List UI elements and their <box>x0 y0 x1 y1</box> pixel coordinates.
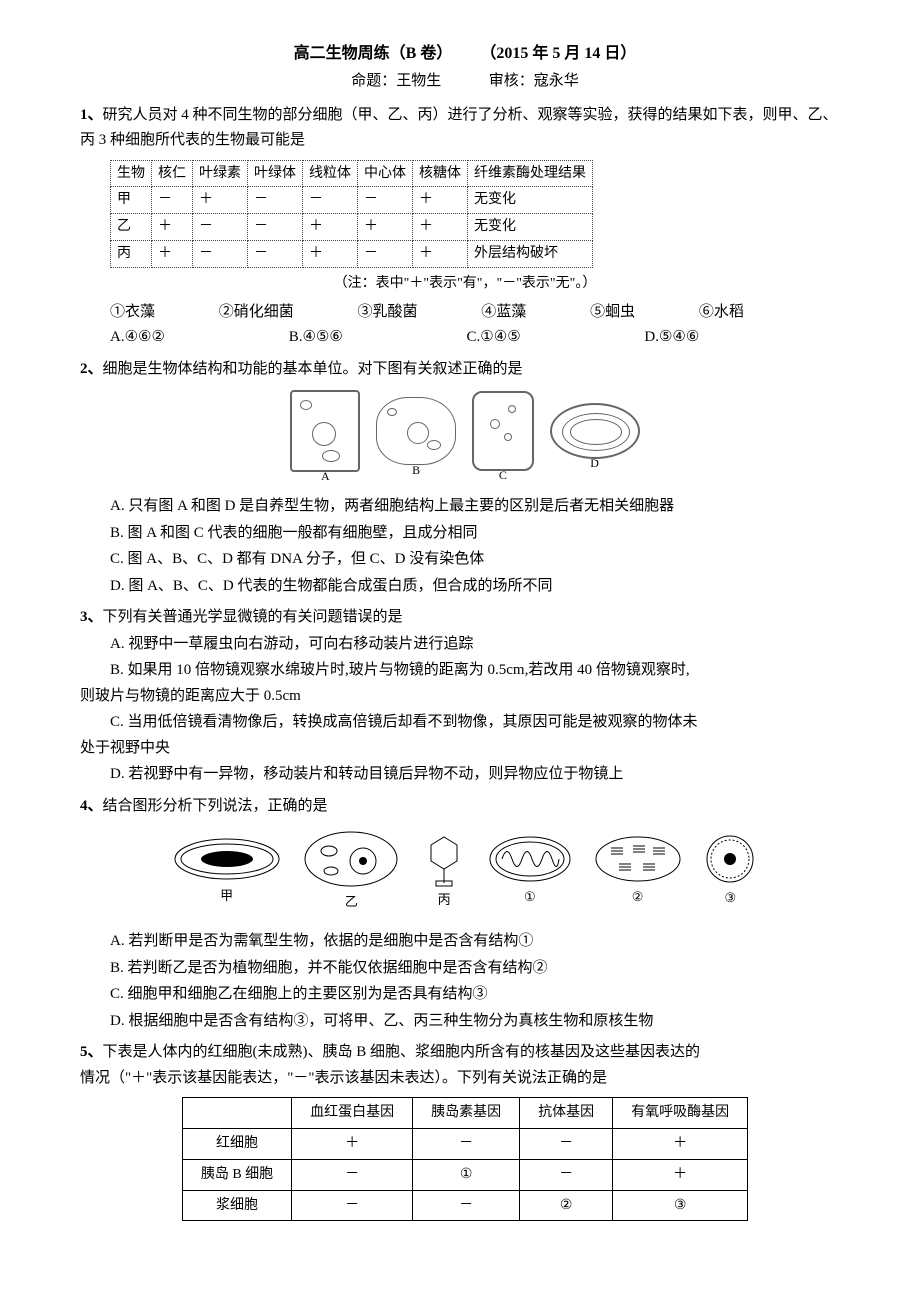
q2-choice-a: A. 只有图 A 和图 D 是自养型生物，两者细胞结构上最主要的区别是后者无相关… <box>110 494 850 520</box>
cell-figure-d: D <box>550 403 640 459</box>
q1-opt-c: C.①④⑤ <box>467 325 521 351</box>
q1: 1、研究人员对 4 种不同生物的部分细胞（甲、乙、丙）进行了分析、观察等实验，获… <box>80 103 850 154</box>
q2-choice-d: D. 图 A、B、C、D 代表的生物都能合成蛋白质，但合成的场所不同 <box>110 574 850 600</box>
q5: 5、下表是人体内的红细胞(未成熟)、胰岛 B 细胞、浆细胞内所含有的核基因及这些… <box>80 1040 850 1066</box>
q3-choice-c-1: C. 当用低倍镜看清物像后，转换成高倍镜后却看不到物像，其原因可能是被观察的物体… <box>110 710 850 736</box>
table-row: 乙＋－－＋＋＋无变化 <box>111 214 593 241</box>
q2: 2、细胞是生物体结构和功能的基本单位。对下图有关叙述正确的是 <box>80 357 850 383</box>
q3-choice-c-2: 处于视野中央 <box>80 736 850 762</box>
cell-figure-bing: 丙 <box>421 831 467 911</box>
title-left: 高二生物周练（B 卷） <box>294 45 453 62</box>
q3-text: 下列有关普通光学显微镜的有关问题错误的是 <box>103 609 403 625</box>
q4-num: 4、 <box>80 798 103 814</box>
cell-figure-c: C <box>472 391 534 471</box>
q5-num: 5、 <box>80 1044 103 1060</box>
cell-figure-jia: 甲 <box>172 835 282 907</box>
table-row: 丙＋－－＋－＋外层结构破坏 <box>111 241 593 268</box>
cell-figure-b: B <box>376 397 456 465</box>
q3-num: 3、 <box>80 609 103 625</box>
cell-figure-yi: 乙 <box>301 829 401 913</box>
q3-choice-a: A. 视野中一草履虫向右游动，可向右移动装片进行追踪 <box>110 632 850 658</box>
title-date: （2015 年 5 月 14 日） <box>480 45 636 62</box>
q1-opt-b: B.④⑤⑥ <box>289 325 343 351</box>
organelle-nucleus: ③ <box>702 833 758 909</box>
table-row: 甲－＋－－－＋无变化 <box>111 187 593 214</box>
q2-choice-b: B. 图 A 和图 C 代表的细胞一般都有细胞壁，且成分相同 <box>110 521 850 547</box>
q1-text: 研究人员对 4 种不同生物的部分细胞（甲、乙、丙）进行了分析、观察等实验，获得的… <box>80 107 838 149</box>
table-row: 生物 核仁 叶绿素 叶绿体 线粒体 中心体 核糖体 纤维素酶处理结果 <box>111 160 593 187</box>
table-row: 血红蛋白基因 胰岛素基因 抗体基因 有氧呼吸酶基因 <box>182 1098 747 1129</box>
q4-text: 结合图形分析下列说法，正确的是 <box>103 798 328 814</box>
q1-note: （注：表中"＋"表示"有"，"－"表示"无"。） <box>80 272 850 296</box>
q4-choice-d: D. 根据细胞中是否含有结构③，可将甲、乙、丙三种生物分为真核生物和原核生物 <box>110 1009 850 1035</box>
q3-choice-d: D. 若视野中有一异物，移动装片和转动目镜后异物不动，则异物应位于物镜上 <box>110 762 850 788</box>
q4-choice-a: A. 若判断甲是否为需氧型生物，依据的是细胞中是否含有结构① <box>110 929 850 955</box>
q1-opt-a: A.④⑥② <box>110 325 165 351</box>
q3-choice-b-2: 则玻片与物镜的距离应大于 0.5cm <box>80 684 850 710</box>
q5-text-1: 下表是人体内的红细胞(未成熟)、胰岛 B 细胞、浆细胞内所含有的核基因及这些基因… <box>103 1044 701 1060</box>
q1-options: A.④⑥② B.④⑤⑥ C.①④⑤ D.⑤④⑥ <box>110 325 850 351</box>
author-right: 审核：寇永华 <box>489 73 579 89</box>
q2-choice-c: C. 图 A、B、C、D 都有 DNA 分子，但 C、D 没有染色体 <box>110 547 850 573</box>
q1-num: 1、 <box>80 107 103 123</box>
q2-figures: A B C D <box>80 390 850 472</box>
q4: 4、结合图形分析下列说法，正确的是 <box>80 794 850 820</box>
organelle-mito: ① <box>487 834 573 908</box>
q4-choice-c: C. 细胞甲和细胞乙在细胞上的主要区别为是否具有结构③ <box>110 982 850 1008</box>
q4-choice-b: B. 若判断乙是否为植物细胞，并不能仅依据细胞中是否含有结构② <box>110 956 850 982</box>
organelle-chloro: ② <box>593 834 683 908</box>
table-row: 红细胞＋－－＋ <box>182 1129 747 1160</box>
q1-table: 生物 核仁 叶绿素 叶绿体 线粒体 中心体 核糖体 纤维素酶处理结果 甲－＋－－… <box>110 160 593 268</box>
table-row: 浆细胞－－②③ <box>182 1190 747 1221</box>
q5-text-2: 情况（"＋"表示该基因能表达，"－"表示该基因未表达）。下列有关说法正确的是 <box>80 1066 850 1092</box>
q5-table: 血红蛋白基因 胰岛素基因 抗体基因 有氧呼吸酶基因 红细胞＋－－＋ 胰岛 B 细… <box>182 1097 748 1221</box>
doc-title: 高二生物周练（B 卷） （2015 年 5 月 14 日） <box>80 40 850 67</box>
q1-circled: ①衣藻 ②硝化细菌 ③乳酸菌 ④蓝藻 ⑤蛔虫 ⑥水稻 <box>110 300 850 326</box>
q1-opt-d: D.⑤④⑥ <box>644 329 699 345</box>
q4-figures: 甲 乙 丙 ① ② ③ <box>80 829 850 913</box>
q3-choice-b-1: B. 如果用 10 倍物镜观察水绵玻片时,玻片与物镜的距离为 0.5cm,若改用… <box>110 658 850 684</box>
q2-text: 细胞是生物体结构和功能的基本单位。对下图有关叙述正确的是 <box>103 361 523 377</box>
q2-num: 2、 <box>80 361 103 377</box>
table-row: 胰岛 B 细胞－①－＋ <box>182 1159 747 1190</box>
author-left: 命题：王物生 <box>351 73 441 89</box>
author-line: 命题：王物生 审核：寇永华 <box>80 69 850 95</box>
q3: 3、下列有关普通光学显微镜的有关问题错误的是 <box>80 605 850 631</box>
cell-figure-a: A <box>290 390 360 472</box>
